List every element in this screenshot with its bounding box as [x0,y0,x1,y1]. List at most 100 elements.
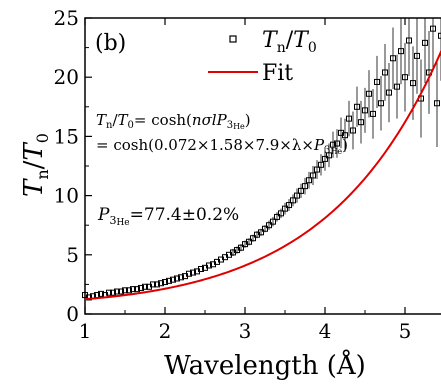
data-point [298,187,304,194]
data-point [414,52,420,59]
data-point [266,222,272,229]
data-point [302,183,308,190]
data-point [354,103,360,110]
data-point [430,25,436,32]
data-point [334,140,340,147]
legend-data-label-slash: / [286,28,294,53]
data-point [110,289,116,296]
data-point [114,288,120,295]
data-point [154,281,160,288]
data-point [398,48,404,55]
x-ticks: 1 2 3 4 5 [79,18,412,343]
legend: Tn/T0 Fit [208,28,317,86]
data-point [390,55,396,62]
equation-line-1: Tn/T0= cosh(nσlP3He) [96,111,251,131]
data-point [86,294,92,301]
y-tick-label: 15 [54,124,79,148]
error-bars [84,18,441,299]
data-point [342,132,348,139]
data-point [378,100,384,107]
data-point [330,141,336,148]
data-point [106,289,112,296]
data-point [126,287,132,294]
y-tick-label: 10 [54,184,79,208]
data-point [158,280,164,287]
data-point [190,269,196,276]
data-point [374,78,380,85]
data-point [174,275,180,282]
data-point [282,205,288,212]
data-point [402,74,408,81]
data-point [142,283,148,290]
data-point [350,127,356,134]
y-ticks: 0 5 10 15 20 25 [54,6,92,326]
data-point [386,89,392,96]
data-point [286,202,292,209]
data-point [98,290,104,297]
legend-data-label: Tn/T0 [262,28,317,56]
data-point [150,281,156,288]
data-point [422,39,428,46]
data-point [382,69,388,76]
data-points [82,25,441,301]
data-point [166,277,172,284]
data-point [238,244,244,251]
x-tick-label: 1 [79,319,92,343]
x-tick-label: 2 [159,319,172,343]
data-point [314,166,320,173]
x-tick-label: 5 [399,319,412,343]
plot-area: 1 2 3 4 5 0 5 10 15 20 25 [54,6,441,343]
legend-data-label-den-sub: 0 [308,40,317,56]
data-point [250,235,256,242]
data-point [170,276,176,283]
data-point [322,155,328,162]
legend-data-marker [229,35,237,43]
data-point [346,115,352,122]
data-point [270,218,276,225]
data-point [122,287,128,294]
data-point [370,110,376,117]
data-point [262,225,268,232]
data-point [326,152,332,159]
data-point [410,80,416,87]
data-point [178,274,184,281]
data-point [246,238,252,245]
data-point [162,279,168,286]
data-point [130,286,136,293]
data-point [198,266,204,273]
data-point [306,177,312,184]
data-point [290,197,296,204]
data-point [118,288,124,295]
data-point [318,161,324,168]
data-point [134,286,140,293]
data-point [206,262,212,269]
equation-line-2: = cosh(0.072×1.58×7.9×λ×P3He) [96,136,348,156]
legend-data-label-main: T [262,28,279,53]
data-point [138,284,144,291]
data-point [186,270,192,277]
x-tick-label: 3 [239,319,252,343]
data-point [310,172,316,179]
y-tick-label: 20 [54,65,79,89]
data-point [394,83,400,90]
data-point [406,37,412,44]
data-point [258,229,264,236]
polarization-annotation: P3He=77.4±0.2% [97,205,239,228]
data-point [438,32,441,39]
y-tick-label: 25 [54,6,79,30]
x-tick-label: 4 [319,319,332,343]
y-axis-label: Tn/T0 [19,133,52,197]
y-tick-label: 5 [66,243,79,267]
y-tick-label: 0 [66,302,79,326]
legend-fit-label: Fit [262,61,293,86]
data-point [358,119,364,126]
fit-line [84,49,441,301]
data-point [362,107,368,114]
equation-annotation: Tn/T0= cosh(nσlP3He) = cosh(0.072×1.58×7… [96,111,348,228]
panel-label: (b) [95,31,126,56]
data-point [366,90,372,97]
x-axis-label: Wavelength (Å) [164,349,366,381]
legend-data-label-sub: n [277,40,286,56]
legend-data-label-den: T [293,28,310,53]
